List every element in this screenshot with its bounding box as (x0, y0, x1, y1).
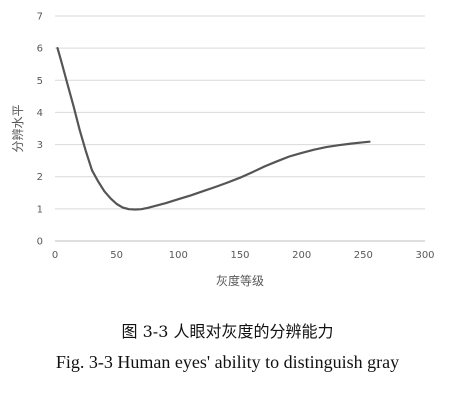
x-tick-label: 0 (52, 250, 58, 261)
grid-lines (55, 15, 425, 242)
y-axis-label: 分辨水平 (11, 104, 25, 152)
x-tick-label: 200 (292, 250, 311, 261)
y-tick-label: 4 (37, 108, 43, 119)
plot-series (56, 46, 371, 211)
x-tick-label: 300 (415, 250, 434, 261)
x-tick-label: 150 (230, 250, 249, 261)
x-tick-labels: 0 50 100 150 200 250 300 (52, 250, 435, 261)
y-tick-label: 5 (37, 76, 43, 87)
y-tick-label: 6 (37, 44, 43, 55)
figure-caption-english: Fig. 3-3 Human eyes' ability to distingu… (55, 352, 400, 372)
x-tick-label: 50 (110, 250, 123, 261)
y-tick-label: 3 (37, 140, 43, 151)
x-axis-label: 灰度等级 (216, 273, 264, 288)
x-tick-label: 100 (169, 250, 188, 261)
y-tick-label: 7 (37, 12, 43, 23)
y-tick-label: 2 (37, 172, 43, 183)
y-tick-label: 1 (37, 204, 43, 215)
y-tick-label: 0 (37, 237, 43, 248)
figure-caption-chinese: 图 3-3 人眼对灰度的分辨能力 (121, 322, 334, 341)
line-chart: 0 1 2 3 4 5 6 7 0 50 100 150 200 250 300 灰度等级 分辨水平 (11, 12, 435, 289)
y-tick-labels: 0 1 2 3 4 5 6 7 (37, 12, 43, 248)
x-tick-label: 250 (354, 250, 373, 261)
series-line (56, 46, 371, 211)
